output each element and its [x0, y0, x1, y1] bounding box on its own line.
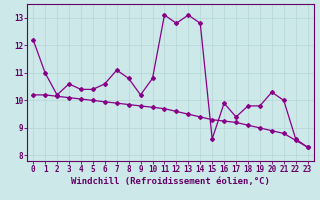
X-axis label: Windchill (Refroidissement éolien,°C): Windchill (Refroidissement éolien,°C) — [71, 177, 270, 186]
